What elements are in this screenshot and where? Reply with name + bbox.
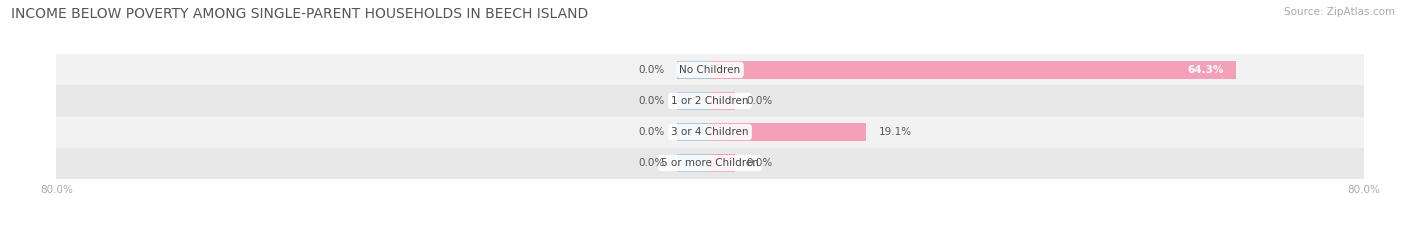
Bar bbox=[56, 86, 1364, 116]
Text: 5 or more Children: 5 or more Children bbox=[661, 158, 759, 168]
Bar bbox=[678, 92, 710, 110]
Bar bbox=[678, 123, 710, 141]
Text: 0.0%: 0.0% bbox=[638, 96, 665, 106]
Bar bbox=[56, 147, 1364, 179]
Text: 0.0%: 0.0% bbox=[747, 158, 773, 168]
Text: 19.1%: 19.1% bbox=[879, 127, 911, 137]
Bar bbox=[710, 92, 734, 110]
Text: No Children: No Children bbox=[679, 65, 741, 75]
Text: 0.0%: 0.0% bbox=[638, 65, 665, 75]
Bar bbox=[710, 61, 1236, 79]
Bar bbox=[710, 154, 734, 172]
Bar bbox=[678, 61, 710, 79]
Text: Source: ZipAtlas.com: Source: ZipAtlas.com bbox=[1284, 7, 1395, 17]
Text: INCOME BELOW POVERTY AMONG SINGLE-PARENT HOUSEHOLDS IN BEECH ISLAND: INCOME BELOW POVERTY AMONG SINGLE-PARENT… bbox=[11, 7, 589, 21]
Text: 64.3%: 64.3% bbox=[1187, 65, 1223, 75]
Text: 0.0%: 0.0% bbox=[638, 127, 665, 137]
Bar bbox=[710, 123, 866, 141]
Text: 0.0%: 0.0% bbox=[747, 96, 773, 106]
Bar bbox=[56, 116, 1364, 147]
Text: 0.0%: 0.0% bbox=[638, 158, 665, 168]
Bar bbox=[678, 154, 710, 172]
Bar bbox=[56, 54, 1364, 86]
Text: 1 or 2 Children: 1 or 2 Children bbox=[671, 96, 749, 106]
Text: 3 or 4 Children: 3 or 4 Children bbox=[671, 127, 749, 137]
